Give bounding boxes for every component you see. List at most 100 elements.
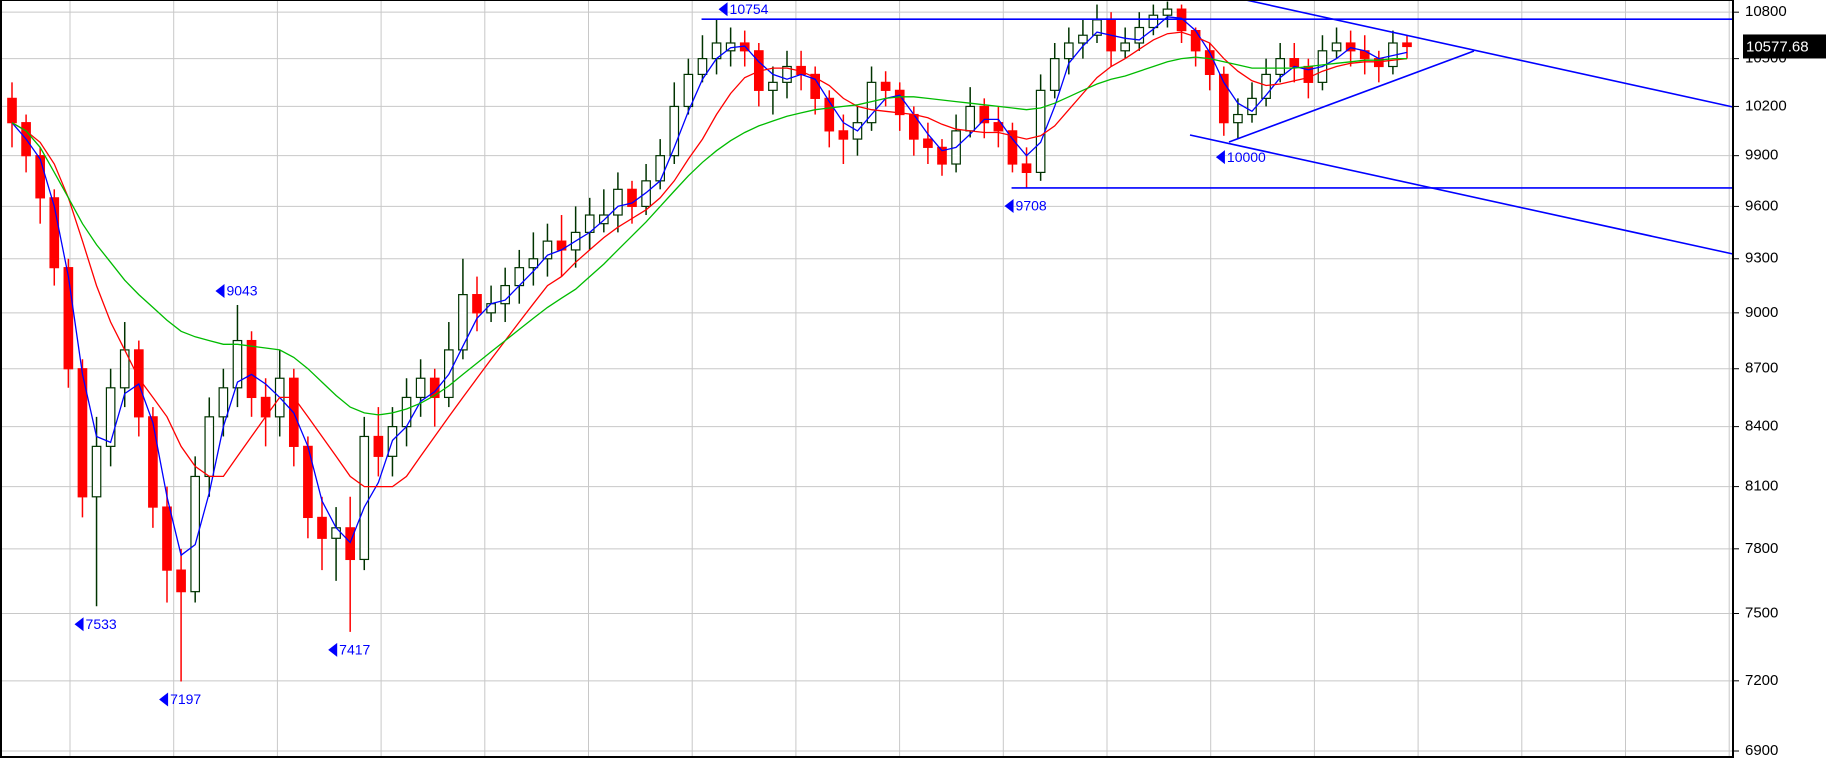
y-tick-label: 8400 bbox=[1745, 418, 1778, 435]
trend-line bbox=[1245, 0, 1734, 108]
annotation-label: 7417 bbox=[339, 642, 370, 658]
annotation-marker bbox=[328, 642, 338, 657]
candle-body bbox=[993, 122, 1004, 132]
candle-body bbox=[894, 89, 905, 116]
candle-body bbox=[429, 377, 440, 399]
candle-body bbox=[1162, 8, 1173, 16]
y-tick-label: 9300 bbox=[1745, 250, 1778, 267]
candle-body bbox=[782, 65, 792, 83]
candle-body bbox=[63, 267, 74, 370]
candle-body bbox=[486, 303, 496, 314]
candle-body bbox=[613, 188, 623, 216]
y-tick-label: 7800 bbox=[1745, 540, 1778, 557]
plot: 10754 9043 7533 7197 7417 9708 10000 bbox=[7, 1, 1733, 707]
candle-body bbox=[1275, 58, 1286, 76]
trend-lines bbox=[1189, 0, 1734, 255]
candle-body bbox=[1233, 113, 1243, 124]
candle-body bbox=[923, 138, 933, 148]
y-tick-label: 8700 bbox=[1745, 360, 1778, 377]
candle-body bbox=[979, 105, 990, 124]
candle-body bbox=[162, 506, 172, 571]
candle-body bbox=[1063, 42, 1074, 60]
candle-body bbox=[697, 58, 708, 76]
candle-body bbox=[1289, 58, 1300, 68]
annotation-label: 10000 bbox=[1227, 149, 1266, 165]
y-axis: 6900 7200 7500 7800 8100 8400 8700 9000 9300 9600… bbox=[1733, 3, 1826, 759]
candle-body bbox=[331, 527, 341, 539]
candle-body bbox=[232, 339, 243, 389]
last-price-box bbox=[1743, 34, 1826, 59]
annotation-label: 7197 bbox=[170, 691, 201, 707]
candle-body bbox=[669, 105, 680, 157]
candle-body bbox=[627, 188, 637, 208]
candle-body bbox=[105, 387, 116, 447]
annotation-label: 10754 bbox=[730, 1, 769, 17]
candle-body bbox=[1007, 130, 1018, 165]
annotation-label: 9043 bbox=[226, 283, 257, 299]
trend-line bbox=[1189, 134, 1734, 255]
candle-body bbox=[1120, 42, 1131, 52]
candle-body bbox=[260, 396, 271, 418]
candle-body bbox=[1261, 73, 1271, 99]
candle-body bbox=[1190, 29, 1201, 52]
candle-body bbox=[176, 569, 186, 593]
candle-body bbox=[1021, 163, 1032, 174]
candle-body bbox=[1148, 14, 1159, 29]
last-price-label: 10577.68 bbox=[1746, 38, 1809, 55]
moving-average bbox=[11, 56, 1407, 416]
candle-body bbox=[204, 416, 215, 478]
candle-body bbox=[683, 73, 694, 108]
candle-body bbox=[1204, 50, 1215, 76]
candle-body bbox=[373, 435, 384, 457]
candle-body bbox=[190, 475, 201, 593]
candle-body bbox=[91, 445, 102, 498]
candle-body bbox=[965, 105, 976, 132]
candle-body bbox=[458, 294, 468, 351]
candle-body bbox=[1049, 58, 1060, 91]
moving-average bbox=[11, 31, 1408, 488]
candle-body bbox=[49, 197, 60, 269]
candle-body bbox=[7, 97, 17, 124]
candle-body bbox=[148, 416, 158, 508]
y-tick-label: 8100 bbox=[1745, 478, 1778, 495]
candle-body bbox=[345, 527, 356, 561]
candle-body bbox=[1218, 73, 1229, 124]
y-tick-label: 10200 bbox=[1745, 97, 1787, 114]
candle-body bbox=[1247, 97, 1257, 116]
y-tick-label: 7200 bbox=[1745, 672, 1778, 689]
annotation-label: 7533 bbox=[86, 616, 117, 632]
candle-body bbox=[542, 240, 553, 260]
y-tick-label: 6900 bbox=[1745, 742, 1778, 759]
candle-body bbox=[500, 284, 511, 305]
candle-body bbox=[317, 516, 327, 539]
candle-body bbox=[246, 339, 257, 399]
candle-body bbox=[528, 258, 539, 269]
y-tick-label: 10800 bbox=[1745, 3, 1787, 20]
candle-body bbox=[1402, 42, 1412, 48]
candle-body bbox=[472, 294, 482, 314]
candle-body bbox=[77, 368, 88, 498]
candle-body bbox=[35, 155, 46, 199]
annotation-label: 9708 bbox=[1016, 198, 1047, 214]
candle-body bbox=[768, 81, 778, 91]
annotation-marker bbox=[74, 617, 84, 632]
candle-body bbox=[359, 435, 370, 561]
annotation-marker bbox=[159, 692, 169, 707]
candle-body bbox=[824, 97, 835, 132]
candle-body bbox=[1134, 26, 1145, 44]
candle-body bbox=[641, 180, 651, 208]
y-tick-label: 7500 bbox=[1745, 604, 1778, 621]
moving-average bbox=[11, 16, 1408, 557]
candle-body bbox=[880, 81, 891, 91]
candle-body bbox=[838, 130, 849, 140]
y-tick-label: 9000 bbox=[1745, 304, 1778, 321]
candle-body bbox=[218, 387, 229, 418]
annotation-marker bbox=[215, 283, 225, 298]
candle-body bbox=[1345, 42, 1356, 52]
y-tick-label: 9600 bbox=[1745, 197, 1778, 214]
candle-body bbox=[415, 377, 426, 399]
candle-body bbox=[937, 146, 947, 165]
annotation-marker bbox=[1004, 198, 1014, 213]
